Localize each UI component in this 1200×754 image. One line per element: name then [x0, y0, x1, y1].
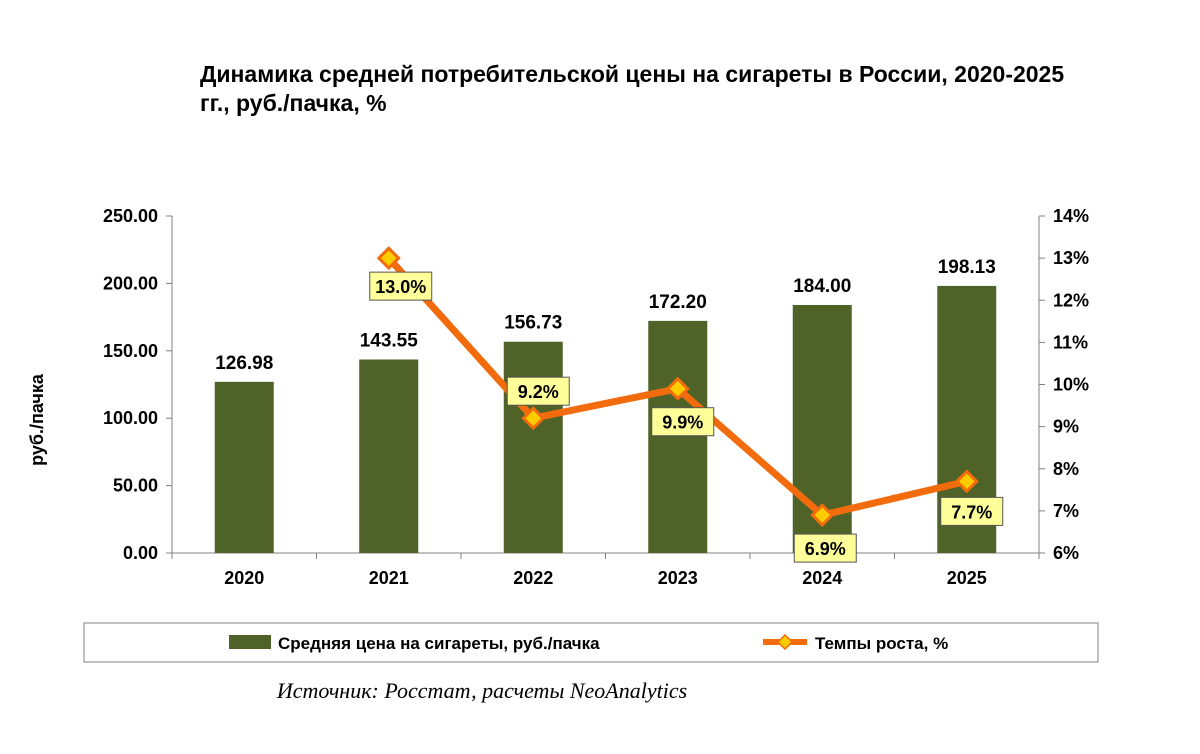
y2-tick-label: 6%	[1053, 543, 1079, 563]
bar-value-label: 198.13	[938, 257, 996, 278]
bar	[648, 320, 708, 553]
legend-bar-swatch	[229, 635, 271, 649]
y2-tick-label: 10%	[1053, 375, 1089, 395]
x-tick-label: 2021	[369, 568, 409, 588]
y-tick-label: 50.00	[113, 476, 158, 496]
growth-value-label: 6.9%	[805, 539, 846, 559]
growth-value-label: 7.7%	[951, 502, 992, 522]
growth-label-box	[369, 271, 433, 301]
y-axis-label: руб./пачка	[27, 373, 47, 466]
growth-marker	[521, 406, 546, 431]
x-tick-label: 2023	[658, 568, 698, 588]
y2-tick-label: 9%	[1053, 417, 1079, 437]
growth-value-label: 9.2%	[518, 382, 559, 402]
growth-value-label: 9.9%	[662, 413, 703, 433]
x-tick-label: 2025	[947, 568, 987, 588]
x-tick-label: 2022	[513, 568, 553, 588]
bar-value-label: 126.98	[215, 353, 273, 374]
y2-tick-label: 13%	[1053, 248, 1089, 268]
y2-tick-label: 12%	[1053, 290, 1089, 310]
legend-label-price: Средняя цена на сигареты, руб./пачка	[278, 634, 600, 653]
bar-value-label: 184.00	[793, 276, 851, 297]
y-tick-label: 100.00	[103, 408, 158, 428]
growth-marker	[954, 469, 979, 494]
y-tick-label: 250.00	[103, 206, 158, 226]
y2-tick-label: 11%	[1053, 332, 1088, 352]
bar	[214, 381, 274, 553]
chart-title-line-1: Динамика средней потребительской цены на…	[200, 61, 1064, 87]
bar-value-label: 172.20	[649, 292, 707, 313]
plot-area: 0.00 50.00 100.00 150.00 200.00 250.00 6% 7% 8% 9…	[103, 206, 1089, 588]
growth-marker	[376, 246, 401, 271]
x-tick-label: 2020	[224, 568, 264, 588]
y2-tick-label: 8%	[1053, 459, 1079, 479]
y2-tick-label: 7%	[1053, 501, 1079, 521]
y2-tick-label: 14%	[1053, 206, 1089, 226]
y-tick-label: 0.00	[123, 543, 158, 563]
y-tick-label: 200.00	[103, 273, 158, 293]
growth-marker	[810, 503, 835, 528]
bar-value-label: 143.55	[360, 330, 419, 351]
growth-marker	[665, 376, 690, 401]
x-tick-label: 2024	[802, 568, 842, 588]
chart-title-line-2: гг., руб./пачка, %	[200, 90, 387, 116]
legend-marker-swatch	[776, 633, 794, 651]
bar	[503, 341, 563, 553]
growth-value-label: 13.0%	[375, 277, 426, 297]
source-note: Источник: Росстат, расчеты NeoAnalytics	[276, 678, 687, 703]
growth-label-box	[506, 376, 570, 406]
growth-label-box	[651, 407, 715, 437]
bar-value-label: 156.73	[504, 313, 562, 334]
legend-label-growth: Темпы роста, %	[815, 634, 948, 653]
growth-label-box	[940, 496, 1004, 526]
bar	[359, 359, 419, 553]
y-tick-label: 150.00	[103, 341, 158, 361]
growth-label-box	[793, 533, 857, 563]
